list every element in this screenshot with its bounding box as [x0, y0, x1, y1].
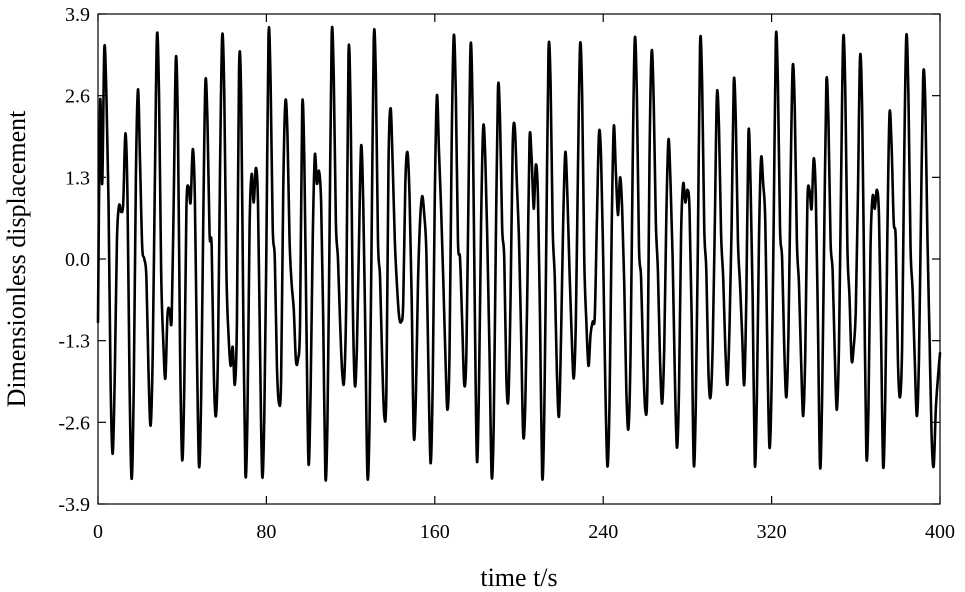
x-tick-label: 320	[757, 521, 787, 543]
y-tick-label: 0.0	[65, 249, 90, 271]
y-axis-tick-labels: -3.9 -2.6 -1.3 0.0 1.3 2.6 3.9	[58, 4, 90, 516]
y-tick-label: -1.3	[58, 331, 90, 353]
y-tick-label: -3.9	[58, 494, 90, 516]
x-axis-ticks	[97, 14, 941, 504]
y-tick-label: -2.6	[58, 412, 90, 434]
x-tick-label: 0	[93, 521, 103, 543]
displacement-series-line	[96, 25, 942, 482]
y-tick-label: 1.3	[65, 167, 90, 189]
x-tick-label: 400	[925, 521, 955, 543]
x-tick-label: 160	[420, 521, 450, 543]
y-tick-label: 2.6	[65, 86, 90, 108]
y-tick-label: 3.9	[65, 4, 90, 26]
x-axis-tick-labels: 0 80 160 240 320 400	[93, 521, 955, 543]
x-axis-label: time t/s	[480, 563, 557, 592]
x-tick-label: 80	[256, 521, 276, 543]
y-axis-label: Dimensionless displacement	[2, 110, 31, 408]
x-tick-label: 240	[588, 521, 618, 543]
